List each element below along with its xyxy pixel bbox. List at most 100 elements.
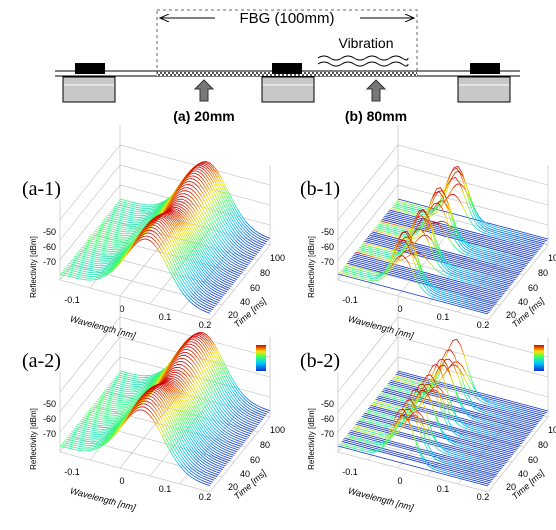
spectrum-trace [98,193,249,266]
spectrum-trace [104,181,255,259]
spectrum-trace [112,337,263,420]
spectrum-trace [380,220,531,262]
y-tick-label: -60 [321,242,334,252]
spectrum-trace [59,238,211,314]
spectrum-trace [369,406,520,448]
spectrum-trace [95,198,246,270]
y-tick-label: -50 [321,399,334,409]
spectrum-trace [341,440,492,482]
spectrum-trace [377,190,529,265]
spectrum-trace [62,232,214,311]
spectrum-trace [65,226,216,307]
spectrum-trace [64,229,215,309]
spectrum-trace [340,239,491,312]
grid [337,336,549,413]
spectrum-trace [366,374,517,451]
spectrum-trace [374,386,525,442]
y-tick-label: -70 [43,429,56,439]
x-tick-label: 0.2 [477,320,490,330]
spectrum-trace [71,389,222,472]
z-tick-label: 20 [506,310,516,320]
spectrum-trace [350,429,501,471]
z-tick-label: 40 [240,297,250,307]
spectrum-trace [391,177,542,248]
y-tick-label: -70 [321,429,334,439]
spectrum-trace [354,411,505,467]
spectrum-trace [344,437,495,479]
spectrum-trace [390,194,541,249]
x-tick-label: 0 [397,476,402,486]
y-axis-label: Reflectivity [dBm] [29,408,38,470]
grid [179,408,241,485]
z-tick-label: 100 [270,425,285,435]
grid [337,164,549,241]
spectrum-trace [360,389,511,459]
spectrum-trace [62,403,213,483]
spectrum-trace [365,383,516,453]
spectrum-trace [69,391,221,474]
spectrum-trace [382,217,534,259]
panel: (b-2) Reflectivity [dBm] -50 -60 -70 -0.1 0 0.1… [300,297,556,513]
x-axis-label: Wavelength [nm] [69,486,137,513]
spectrum-trace [68,393,219,476]
spectrum-trace [347,433,499,474]
spectrum-trace [392,168,544,246]
y-axis-label: Reflectivity [dBm] [307,408,316,470]
spectrum-trace [108,172,259,253]
grid [71,436,223,478]
spectrum-trace [385,358,536,428]
x-tick-label: 0 [397,304,402,314]
spectrum-trace [94,201,245,271]
spectrum-trace [384,387,535,429]
x-tick-label: 0.2 [477,492,490,502]
panel-label: (a-2) [22,350,61,372]
spectrum-trace [397,198,549,240]
spectrum-trace [92,203,243,273]
spectrum-trace [376,187,527,266]
position-label: (a) 20mm [173,108,234,124]
spectrum-trace [349,431,500,473]
spectrum-trace [351,256,502,298]
spectrum-trace [349,259,500,301]
panel: (a-1) Reflectivity [dBm] -50 -60 -70 -0.1 0 0.1… [22,125,285,341]
spectrum-trace [394,361,545,417]
x-tick-label: 0 [119,304,124,314]
grid [149,400,211,477]
spectrum-trace [371,231,522,273]
spectrum-trace [361,415,512,457]
spectrum-trace [102,355,253,433]
z-tick-label: 40 [518,469,528,479]
z-tick-label: 100 [270,253,285,263]
spectrum-trace [340,414,491,484]
y-tick-label: -60 [43,414,56,424]
spectrum-trace [360,210,511,287]
z-tick-label: 60 [250,455,260,465]
colorbar [534,345,544,371]
panel-label: (a-1) [22,178,61,200]
spectrum-trace [377,395,529,437]
spectrum-trace [366,237,517,279]
colorbar [256,345,266,371]
spectrum-trace [375,191,526,268]
x-axis-label: Wavelength [nm] [347,486,415,513]
spectrum-trace [102,184,254,261]
spectrum-trace [381,218,532,260]
spectrum-trace [381,390,532,432]
spectrum-trace [101,187,252,262]
z-tick-label: 20 [506,482,516,492]
y-tick-label: -70 [321,257,334,267]
spectrum-trace [114,335,265,419]
spectrum-trace [346,399,497,476]
spectrum-trace [369,234,520,276]
spectrum-trace [397,370,549,412]
spectrum-trace [387,211,539,252]
panel: (b-1) Reflectivity [dBm] -50 -60 -70 -0.1 0 0.1… [300,125,556,341]
y-axis-label: Reflectivity [dBm] [29,236,38,298]
spectrum-trace [339,255,490,313]
z-tick-label: 80 [538,268,548,278]
spectrum-trace [390,379,541,421]
spectrum-trace [372,222,524,271]
grid [337,356,549,433]
spectrum-trace [92,374,243,446]
spectrum-trace [345,408,496,478]
